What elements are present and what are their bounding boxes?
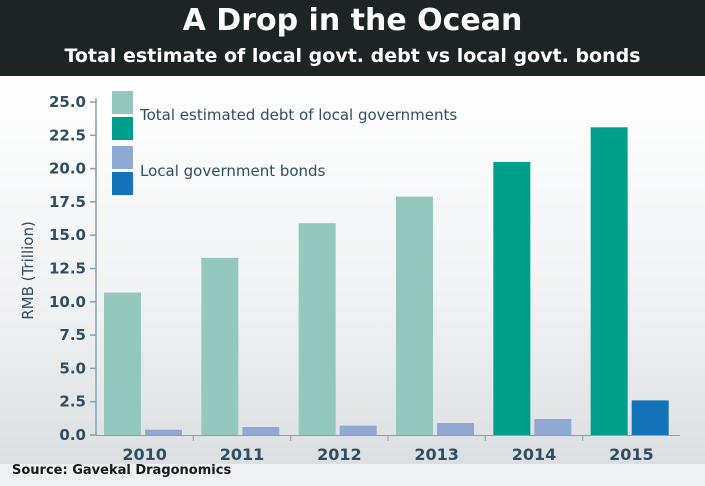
y-tick-label: 22.5 [49, 126, 86, 144]
bar-bonds-2011 [242, 427, 280, 435]
y-tick-label: 15.0 [49, 226, 86, 244]
y-tick-label: 0.0 [59, 426, 86, 444]
legend-swatch-bonds-actual [112, 172, 133, 195]
legend-swatch-debt-actual [112, 117, 133, 140]
bar-debt-2012 [298, 223, 336, 435]
y-tick-label: 12.5 [49, 260, 86, 278]
bar-debt-2011 [201, 257, 239, 435]
chart-subtitle: Total estimate of local govt. debt vs lo… [64, 45, 641, 67]
legend-swatch-debt-estimate [112, 91, 133, 114]
chart-title: A Drop in the Ocean [182, 3, 523, 38]
bar-bonds-2014 [534, 419, 572, 435]
y-tick-label: 25.0 [49, 93, 86, 111]
x-tick-label: 2012 [317, 445, 362, 464]
x-tick-label: 2013 [414, 445, 459, 464]
x-tick-label: 2014 [512, 445, 557, 464]
bar-debt-2015 [590, 127, 628, 436]
y-tick-label: 5.0 [59, 359, 86, 377]
y-tick-label: 20.0 [49, 160, 86, 178]
legend-swatch-bonds-estimate [112, 146, 133, 169]
x-tick-label: 2015 [609, 445, 654, 464]
bar-debt-2010 [104, 292, 141, 435]
y-tick-label: 10.0 [49, 293, 86, 311]
bar-bonds-2013 [437, 423, 474, 435]
bar-debt-2013 [396, 196, 433, 435]
y-tick-label: 2.5 [59, 393, 86, 411]
title-banner: A Drop in the Ocean Total estimate of lo… [0, 0, 705, 76]
y-tick-label: 17.5 [49, 193, 86, 211]
source-note: Source: Gavekal Dragonomics [12, 463, 232, 478]
bar-bonds-2015 [631, 400, 669, 435]
legend-label-debt: Total estimated debt of local government… [139, 106, 457, 124]
y-axis-label: RMB (Trillion) [19, 221, 37, 320]
y-tick-label: 7.5 [59, 326, 86, 344]
legend-label-bonds: Local government bonds [140, 162, 326, 180]
bar-bonds-2010 [145, 429, 182, 435]
x-tick-label: 2010 [122, 445, 167, 464]
bar-bonds-2012 [339, 425, 377, 435]
bar-debt-2014 [493, 161, 531, 435]
x-tick-label: 2011 [220, 445, 265, 464]
